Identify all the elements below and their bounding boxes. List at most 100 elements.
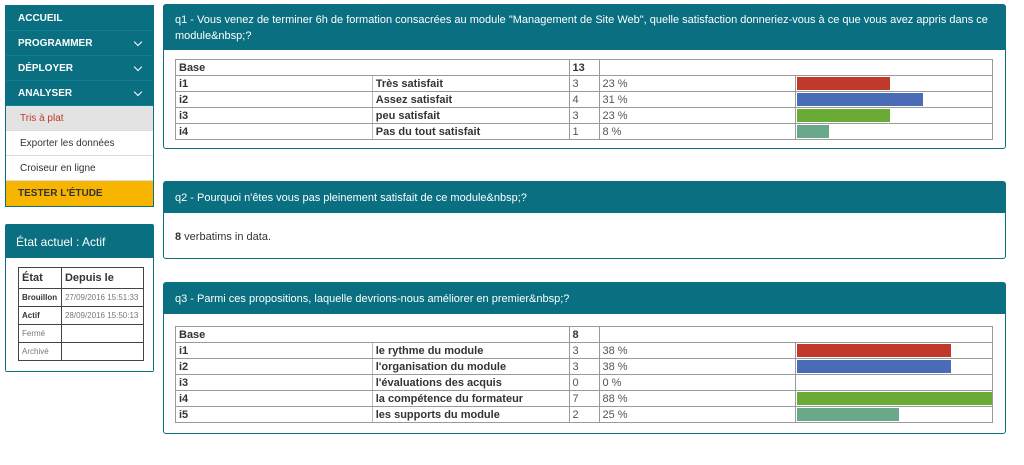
item-count: 1: [568, 123, 600, 140]
question-body: Base 8 i1 le rythme du module 3 38 % i2 l'org…: [164, 314, 1005, 433]
state-header-row: État Depuis le: [18, 267, 145, 289]
state-history-table: État Depuis le Brouillon 27/09/2016 15:5…: [18, 267, 145, 361]
state-name: Archivé: [18, 342, 62, 361]
question-title: q2 - Pourquoi n'êtes vous pas pleinement…: [164, 182, 1005, 213]
item-percent: 88 %: [598, 390, 797, 407]
subnav-item-tris-a-plat[interactable]: Tris à plat: [6, 106, 153, 131]
item-label: Assez satisfait: [371, 91, 570, 108]
result-row: i2 l'organisation du module 3 38 %: [175, 358, 993, 375]
bar-cell: [795, 390, 993, 407]
chevron-down-icon: [133, 62, 143, 71]
bar-cell: [795, 406, 993, 423]
state-row: Fermé: [18, 324, 145, 343]
item-count: 2: [568, 406, 600, 423]
item-count: 3: [568, 75, 600, 92]
subnav-item-label: Croiseur en ligne: [20, 162, 96, 174]
subnav-item-exporter[interactable]: Exporter les données: [6, 131, 153, 156]
state-name: Brouillon: [18, 288, 62, 307]
item-code: i2: [175, 91, 373, 108]
nav-item-analyser[interactable]: ANALYSER: [6, 81, 153, 106]
question-title: q3 - Parmi ces propositions, laquelle de…: [164, 283, 1005, 314]
question-panel-q2: q2 - Pourquoi n'êtes vous pas pleinement…: [163, 181, 1006, 259]
base-label: Base: [175, 326, 570, 343]
item-percent: 23 %: [598, 75, 797, 92]
state-row: Archivé: [18, 342, 145, 361]
item-code: i1: [175, 75, 373, 92]
state-since: [60, 324, 145, 343]
nav-item-label: PROGRAMMER: [18, 37, 93, 49]
base-row: Base 13: [175, 59, 993, 76]
verbatim-text: verbatims in data.: [181, 231, 271, 243]
item-count: 3: [568, 342, 600, 359]
state-since: 27/09/2016 15:51:33: [60, 288, 145, 307]
results-rows: i1 le rythme du module 3 38 % i2 l'organisati…: [175, 342, 993, 423]
item-code: i4: [175, 390, 373, 407]
bar-cell: [795, 123, 993, 140]
result-bar: [797, 77, 891, 90]
base-count: 8: [568, 326, 600, 343]
base-empty: [598, 59, 993, 76]
item-code: i4: [175, 123, 373, 140]
nav-item-label: ANALYSER: [18, 87, 73, 99]
base-empty: [598, 326, 993, 343]
bar-cell: [795, 374, 993, 391]
state-since: 28/09/2016 15:50:13: [60, 306, 145, 325]
item-count: 0: [568, 374, 600, 391]
subnav-item-label: Exporter les données: [20, 137, 115, 149]
state-since: [60, 342, 145, 361]
chevron-down-icon: [133, 87, 143, 96]
question-body: 8 verbatims in data.: [164, 213, 1005, 258]
result-row: i4 la compétence du formateur 7 88 %: [175, 390, 993, 407]
result-row: i1 Très satisfait 3 23 %: [175, 75, 993, 92]
results-table: Base 8 i1 le rythme du module 3 38 % i2 l'org…: [175, 326, 993, 423]
item-code: i1: [175, 342, 373, 359]
item-percent: 38 %: [598, 342, 797, 359]
item-label: le rythme du module: [371, 342, 570, 359]
item-code: i2: [175, 358, 373, 375]
since-column-header: Depuis le: [60, 267, 145, 289]
result-row: i1 le rythme du module 3 38 %: [175, 342, 993, 359]
item-percent: 38 %: [598, 358, 797, 375]
result-row: i3 peu satisfait 3 23 %: [175, 107, 993, 124]
item-percent: 0 %: [598, 374, 797, 391]
item-percent: 8 %: [598, 123, 797, 140]
test-study-button[interactable]: TESTER L'ÉTUDE: [6, 181, 153, 206]
state-card: État actuel : Actif État Depuis le Broui…: [5, 224, 154, 372]
question-panel-q3: q3 - Parmi ces propositions, laquelle de…: [163, 282, 1006, 434]
bar-cell: [795, 91, 993, 108]
item-percent: 23 %: [598, 107, 797, 124]
nav-item-label: ACCUEIL: [18, 12, 63, 24]
result-row: i3 l'évaluations des acquis 0 0 %: [175, 374, 993, 391]
question-title: q1 - Vous venez de terminer 6h de format…: [164, 5, 1005, 50]
bar-cell: [795, 342, 993, 359]
result-bar: [797, 109, 891, 122]
result-bar: [797, 93, 924, 106]
nav-item-accueil[interactable]: ACCUEIL: [6, 6, 153, 31]
item-label: Très satisfait: [371, 75, 570, 92]
item-label: la compétence du formateur: [371, 390, 570, 407]
item-count: 3: [568, 358, 600, 375]
item-label: Pas du tout satisfait: [371, 123, 570, 140]
state-name: Fermé: [18, 324, 62, 343]
nav-item-programmer[interactable]: PROGRAMMER: [6, 31, 153, 56]
results-table: Base 13 i1 Très satisfait 3 23 % i2 Assez sat…: [175, 59, 993, 140]
subnav-item-croiseur[interactable]: Croiseur en ligne: [6, 156, 153, 181]
base-count: 13: [568, 59, 600, 76]
nav-item-label: DÉPLOYER: [18, 62, 74, 74]
state-column-header: État: [18, 267, 62, 289]
nav-item-deployer[interactable]: DÉPLOYER: [6, 56, 153, 81]
item-count: 7: [568, 390, 600, 407]
state-row: Actif 28/09/2016 15:50:13: [18, 306, 145, 325]
result-bar: [797, 408, 900, 421]
item-count: 3: [568, 107, 600, 124]
item-code: i3: [175, 107, 373, 124]
item-percent: 25 %: [598, 406, 797, 423]
state-name: Actif: [18, 306, 62, 325]
subnav-item-label: Tris à plat: [20, 112, 64, 124]
item-code: i3: [175, 374, 373, 391]
item-code: i5: [175, 406, 373, 423]
base-row: Base 8: [175, 326, 993, 343]
state-row: Brouillon 27/09/2016 15:51:33: [18, 288, 145, 307]
chevron-down-icon: [133, 37, 143, 46]
verbatim-count: 8: [175, 231, 182, 243]
